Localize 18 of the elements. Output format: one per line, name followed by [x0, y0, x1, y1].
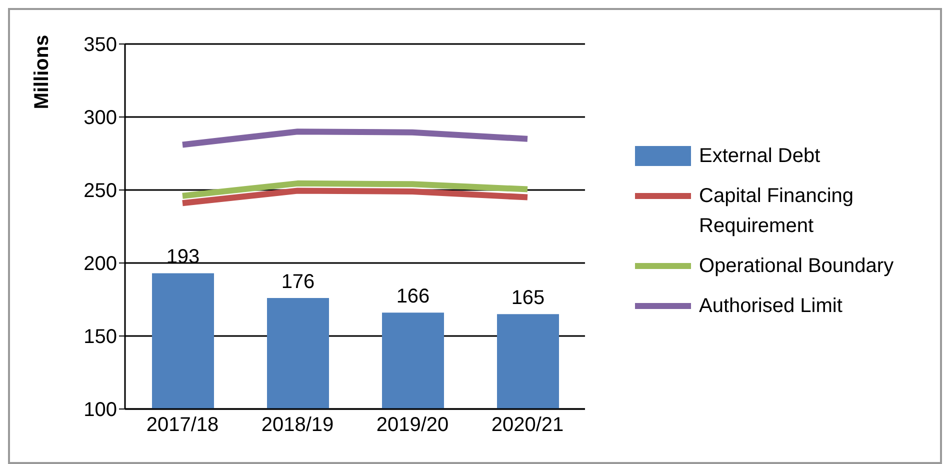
legend-label: Operational Boundary	[699, 254, 894, 279]
data-label: 165	[511, 287, 545, 310]
y-tick-label: 300	[84, 107, 117, 130]
legend-label: Capital Financing Requirement	[699, 184, 855, 239]
y-tick-label: 150	[84, 326, 117, 348]
x-tick-label: 2017/18	[146, 414, 219, 436]
data-label: 166	[396, 286, 430, 308]
y-tick-label: 250	[84, 180, 117, 202]
y-axis-title: Millions	[31, 34, 53, 110]
x-tick-label: 2018/19	[261, 414, 334, 436]
y-tick-label: 200	[84, 253, 117, 276]
y-tick-label: 100	[84, 399, 117, 422]
legend-label: External Debt	[699, 144, 820, 169]
y-tick-label: 350	[84, 34, 117, 56]
x-tick-label: 2020/21	[491, 414, 564, 436]
data-label: 176	[281, 271, 315, 294]
x-tick-label: 2019/20	[376, 414, 449, 436]
legend-label: Authorised Limit	[699, 294, 842, 319]
